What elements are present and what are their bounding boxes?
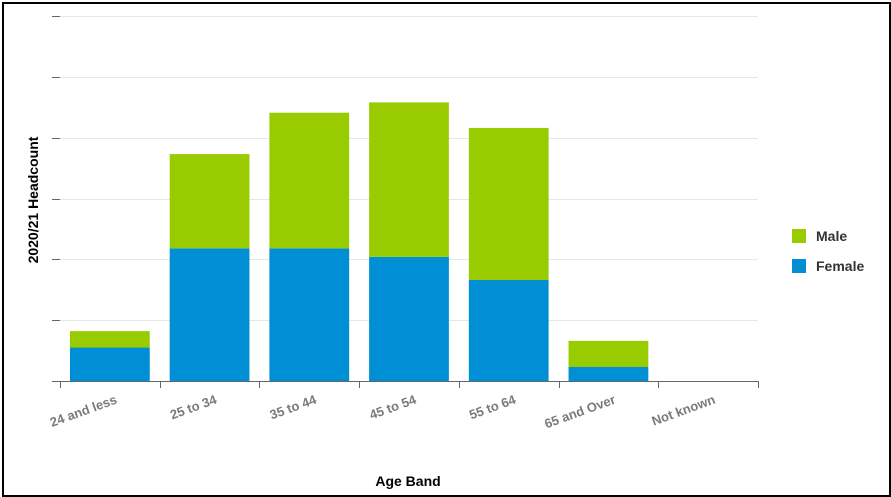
bars [69, 102, 649, 381]
bar-female-4 [468, 280, 549, 381]
bar-male-5 [568, 340, 649, 368]
bar-female-1 [169, 248, 250, 381]
bar-female-5 [568, 367, 649, 381]
x-tick-label-5: 65 and Over [542, 392, 617, 432]
legend-label-male: Male [816, 228, 847, 244]
legend-label-female: Female [816, 258, 864, 274]
axes [52, 16, 759, 388]
y-axis-title: 2020/21 Headcount [25, 136, 41, 263]
x-tick-label-3: 45 to 54 [367, 391, 418, 422]
x-tick-label-2: 35 to 44 [268, 391, 319, 422]
legend-swatch-female [792, 259, 806, 273]
x-tick-label-4: 55 to 64 [467, 391, 518, 422]
x-tick-label-6: Not known [650, 392, 718, 429]
bar-male-2 [269, 112, 350, 249]
legend: Male Female [792, 228, 864, 274]
x-axis-title: Age Band [375, 473, 440, 489]
x-tick-label-1: 25 to 34 [168, 391, 219, 422]
bar-male-4 [468, 127, 549, 281]
bar-male-1 [169, 154, 250, 249]
bar-female-3 [369, 256, 449, 381]
bar-male-0 [69, 331, 150, 348]
bar-female-0 [69, 347, 150, 381]
bar-female-2 [269, 248, 350, 381]
x-tick-labels: 24 and less 25 to 34 35 to 44 45 to 54 55 to… [48, 391, 717, 431]
legend-swatch-male [792, 229, 806, 243]
bar-male-3 [369, 102, 449, 257]
x-tick-label-0: 24 and less [48, 392, 119, 430]
